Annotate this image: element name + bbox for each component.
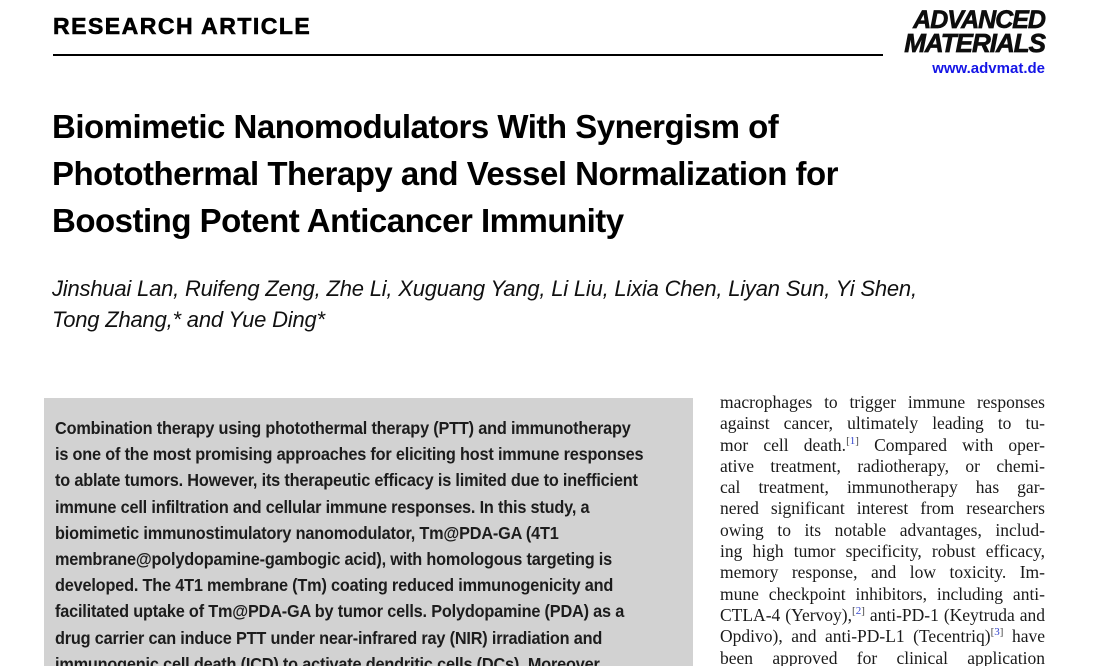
body-text-line: nered significant interest from research… xyxy=(720,498,1045,519)
journal-website-link[interactable]: www.advmat.de xyxy=(932,60,1045,77)
authors: Jinshuai Lan, Ruifeng Zeng, Zhe Li, Xugu… xyxy=(52,273,917,335)
abstract-line: immunogenic cell death (ICD) to activate… xyxy=(55,653,604,666)
body-text-line: owing to its notable advantages, includ- xyxy=(720,519,1045,540)
body-text-line: memory response, and low toxicity. Im- xyxy=(720,562,1045,583)
abstract-box: Combination therapy using photothermal t… xyxy=(44,398,693,666)
journal-logo-line2: MATERIALS xyxy=(904,28,1046,58)
body-text-line: ing high tumor specificity, robust effic… xyxy=(720,541,1045,562)
abstract-line: immune cell infiltration and cellular im… xyxy=(55,496,590,517)
article-title: Biomimetic Nanomodulators With Synergism… xyxy=(52,103,839,244)
citation-ref[interactable]: [3] xyxy=(990,626,1004,639)
citation-ref[interactable]: [1] xyxy=(846,434,859,447)
abstract-line: facilitated uptake of Tm@PDA-GA by tumor… xyxy=(55,601,625,622)
body-text-line: ative treatment, radiotherapy, or chemi- xyxy=(720,455,1045,476)
body-text-line: Opdivo), and anti-PD-L1 (Tecentriq)[3] h… xyxy=(720,626,1045,647)
abstract-line: is one of the most promising approaches … xyxy=(55,444,644,465)
body-text-line: macrophages to trigger immune responses xyxy=(720,392,1045,412)
abstract-line: drug carrier can induce PTT under near-i… xyxy=(55,627,603,648)
body-text-line: mune checkpoint inhibitors, including an… xyxy=(720,583,1045,604)
article-title-line1: Biomimetic Nanomodulators With Synergism… xyxy=(52,108,779,145)
journal-logo-line1: ADVANCED xyxy=(913,6,1047,34)
abstract-line: developed. The 4T1 membrane (Tm) coating… xyxy=(55,575,614,596)
citation-ref[interactable]: [2] xyxy=(852,605,865,618)
article-title-line3: Boosting Potent Anticancer Immunity xyxy=(52,202,624,239)
body-text-line: against cancer, ultimately leading to tu… xyxy=(720,413,1045,434)
abstract-line: membrane@polydopamine-gambogic acid), wi… xyxy=(55,549,612,570)
journal-logo: ADVANCED MATERIALS www.advmat.de xyxy=(904,6,1047,77)
abstract-text: Combination therapy using photothermal t… xyxy=(55,415,680,666)
body-text-line: been approved for clinical application xyxy=(720,647,1045,666)
body-text-line: cal treatment, immunotherapy has gar- xyxy=(720,477,1045,498)
authors-line2: Tong Zhang,* and Yue Ding* xyxy=(52,307,325,332)
article-title-line2: Photothermal Therapy and Vessel Normaliz… xyxy=(52,155,839,192)
authors-line1: Jinshuai Lan, Ruifeng Zeng, Zhe Li, Xugu… xyxy=(52,276,917,301)
body-text-column: macrophages to trigger immune responses … xyxy=(720,392,1045,666)
body-text-line: CTLA-4 (Yervoy),[2] anti-PD-1 (Keytruda … xyxy=(720,604,1046,625)
header-rule xyxy=(53,54,883,56)
abstract-line: Combination therapy using photothermal t… xyxy=(55,418,631,438)
section-label: RESEARCH ARTICLE xyxy=(53,13,312,40)
abstract-line: biomimetic immunostimulatory nanomodulat… xyxy=(55,522,559,543)
body-text-line: mor cell death.[1] Compared with oper- xyxy=(720,434,1045,455)
abstract-line: to ablate tumors. However, its therapeut… xyxy=(55,470,638,491)
